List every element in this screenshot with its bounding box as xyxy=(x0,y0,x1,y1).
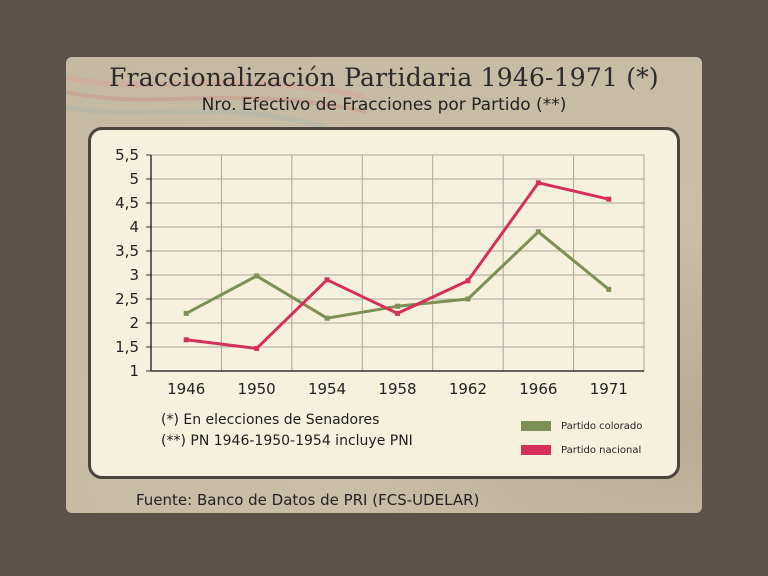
y-tick-label: 4 xyxy=(129,218,139,236)
x-tick-label: 1950 xyxy=(238,380,276,398)
legend-swatch-colorado xyxy=(521,421,551,431)
data-point xyxy=(606,286,612,292)
x-tick-label: 1966 xyxy=(519,380,557,398)
y-tick-label: 2,5 xyxy=(115,290,139,308)
chart-legend: Partido colorado Partido nacional xyxy=(521,414,642,462)
x-tick-label: 1962 xyxy=(449,380,487,398)
slide-background: Fraccionalización Partidaria 1946-1971 (… xyxy=(66,57,702,513)
data-point xyxy=(183,310,189,316)
y-tick-label: 5,5 xyxy=(115,146,139,164)
note-senators: (*) En elecciones de Senadores xyxy=(161,412,380,428)
x-tick-label: 1958 xyxy=(378,380,416,398)
y-tick-label: 2 xyxy=(129,314,139,332)
legend-label-colorado: Partido colorado xyxy=(561,420,643,432)
chart-subtitle: Nro. Efectivo de Fracciones por Partido … xyxy=(201,95,567,115)
source-note: Fuente: Banco de Datos de PRI (FCS-UDELA… xyxy=(136,491,480,509)
data-point xyxy=(183,337,189,343)
decorative-swoosh xyxy=(66,74,366,130)
data-point xyxy=(324,315,330,321)
data-point xyxy=(535,180,541,186)
line-chart: 1 1,5 2 2,5 3 3,5 4 4,5 5 5,5 1946 1950 1954 1958 1962… xyxy=(115,146,645,398)
y-tick-label: 3,5 xyxy=(115,242,139,260)
data-point xyxy=(465,278,471,284)
data-point xyxy=(254,273,260,279)
y-tick-label: 3 xyxy=(129,266,139,284)
x-tick-label: 1971 xyxy=(590,380,628,398)
y-tick-label: 1,5 xyxy=(115,338,139,356)
series-line-1 xyxy=(186,181,610,350)
data-point xyxy=(324,277,330,283)
data-point xyxy=(606,196,612,202)
data-point xyxy=(465,296,471,302)
legend-item-colorado: Partido colorado xyxy=(521,414,642,438)
data-point xyxy=(535,229,541,235)
data-point xyxy=(395,310,400,316)
chart-title: Fraccionalización Partidaria 1946-1971 (… xyxy=(109,63,659,92)
note-pni: (**) PN 1946-1950-1954 incluye PNI xyxy=(161,433,413,449)
legend-swatch-nacional xyxy=(521,445,551,455)
y-tick-label: 4,5 xyxy=(115,194,139,212)
chart-panel: 1 1,5 2 2,5 3 3,5 4 4,5 5 5,5 1946 1950 1954 1958 1962… xyxy=(88,127,680,479)
data-point xyxy=(254,345,260,351)
chart-notes: (*) En elecciones de Senadores (**) PN 1… xyxy=(161,410,413,452)
legend-label-nacional: Partido nacional xyxy=(561,444,642,456)
x-tick-label: 1954 xyxy=(308,380,346,398)
legend-item-nacional: Partido nacional xyxy=(521,438,642,462)
x-tick-label: 1946 xyxy=(167,380,205,398)
y-tick-label: 5 xyxy=(129,170,139,188)
data-point xyxy=(395,303,400,309)
y-tick-label: 1 xyxy=(129,362,139,380)
